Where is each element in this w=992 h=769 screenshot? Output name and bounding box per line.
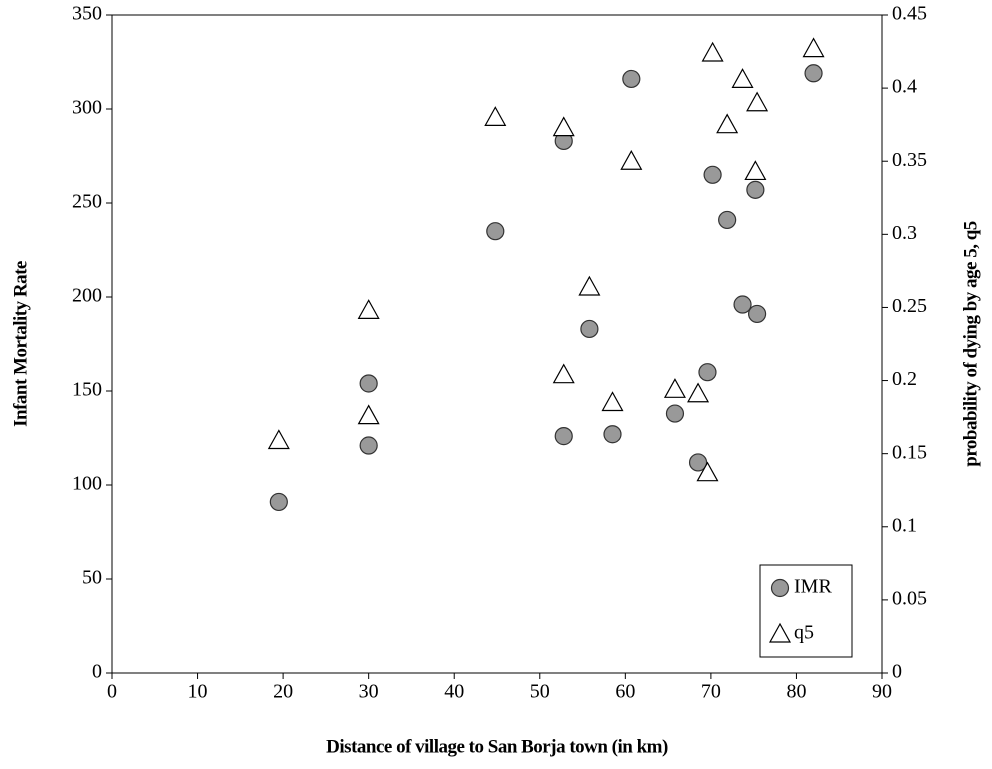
y2-tick-label: 0.05 [892, 587, 927, 609]
legend-marker [768, 622, 792, 643]
point [716, 113, 739, 134]
point [620, 149, 643, 170]
y2-tick-label: 0.4 [892, 76, 917, 98]
point [269, 492, 288, 512]
y-tick-label: 200 [72, 285, 102, 307]
point [554, 427, 573, 446]
x-tick-label: 90 [872, 681, 892, 703]
y2-tick-label: 0.15 [892, 441, 927, 463]
point [802, 37, 825, 58]
y-tick-label: 50 [82, 567, 102, 589]
point [486, 222, 505, 241]
x-tick-label: 20 [273, 681, 293, 703]
y-axis-title: Infant Mortality Rate [10, 261, 31, 427]
point [698, 363, 717, 382]
x-axis-title: Distance of village to San Borja town (i… [326, 736, 668, 757]
point [359, 374, 378, 393]
y2-tick-label: 0.35 [892, 149, 927, 171]
x-tick-label: 60 [615, 681, 635, 703]
y-tick-label: 150 [72, 379, 102, 401]
x-tick-label: 0 [107, 681, 117, 703]
x-tick-label: 40 [444, 681, 464, 703]
x-tick-label: 30 [359, 681, 379, 703]
point [552, 116, 575, 137]
x-tick-label: 80 [786, 681, 806, 703]
x-tick-label: 50 [530, 681, 550, 703]
point [267, 429, 290, 450]
point [552, 363, 575, 384]
point [746, 180, 765, 199]
y2-tick-label: 0.25 [892, 295, 927, 317]
legend-label: IMR [794, 576, 832, 598]
point [696, 461, 719, 482]
y2-tick-label: 0.3 [892, 222, 917, 244]
y2-tick-label: 0 [892, 661, 902, 683]
point [746, 91, 769, 112]
y2-axis-title: probability of dying by age 5, q5 [960, 221, 981, 467]
point [359, 436, 378, 455]
point [731, 68, 754, 88]
y2-tick-label: 0.1 [892, 514, 917, 536]
point [665, 404, 685, 423]
legend-marker [770, 578, 790, 598]
point [580, 319, 599, 339]
point [622, 69, 641, 89]
y-tick-label: 300 [72, 97, 102, 119]
y-tick-label: 0 [92, 661, 102, 683]
x-tick-label: 10 [188, 681, 208, 703]
point [701, 41, 724, 62]
point [603, 425, 622, 444]
point [578, 275, 601, 296]
y-tick-label: 100 [72, 473, 102, 495]
point [601, 391, 624, 412]
point [804, 64, 823, 83]
point [687, 382, 710, 403]
point [357, 404, 380, 425]
y2-tick-label: 0.45 [892, 3, 927, 25]
legend-label: q5 [794, 622, 814, 644]
y-tick-label: 250 [72, 191, 102, 213]
y2-tick-label: 0.2 [892, 368, 917, 390]
x-tick-label: 70 [701, 681, 721, 703]
point [747, 304, 767, 324]
point [663, 378, 686, 398]
point [357, 299, 380, 319]
point [733, 295, 752, 314]
y-tick-label: 350 [72, 3, 102, 25]
point [688, 453, 708, 472]
point [484, 106, 507, 126]
point [718, 210, 737, 230]
point [703, 165, 722, 184]
point [744, 160, 767, 181]
plot-frame [111, 14, 883, 674]
